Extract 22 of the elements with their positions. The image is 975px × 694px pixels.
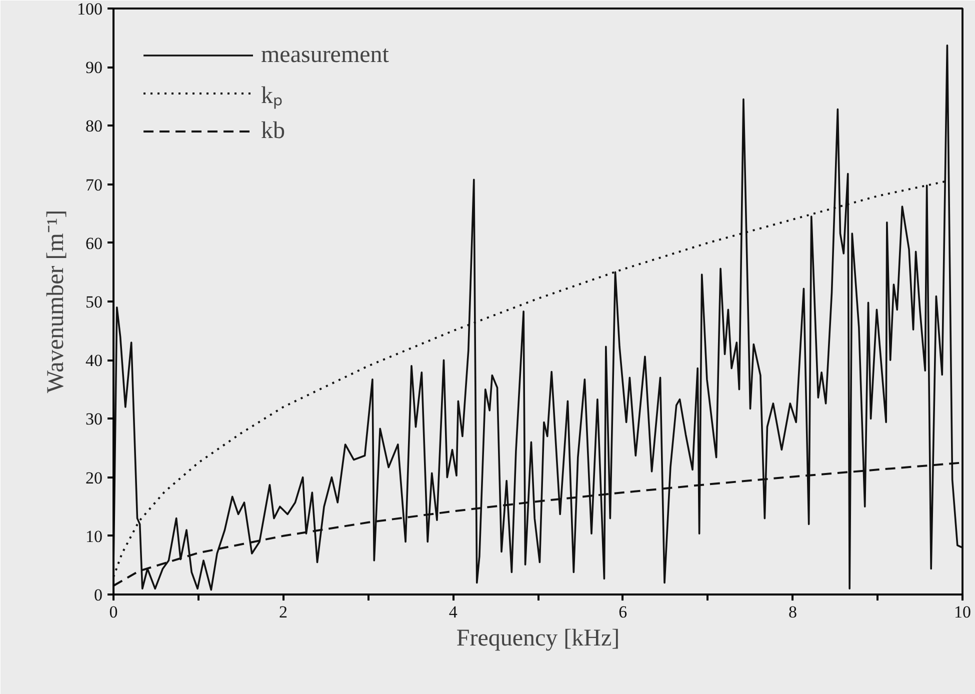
y-tick-label: 30: [86, 410, 102, 429]
y-axis-title: Wavenumber [m⁻¹]: [43, 210, 69, 394]
y-tick-label: 10: [86, 526, 102, 546]
legend-label: kb: [261, 116, 285, 146]
x-tick-label: 10: [954, 602, 971, 622]
x-axis-title: Frequency [kHz]: [456, 626, 620, 652]
y-tick-label: 50: [86, 292, 102, 312]
x-tick-label: 6: [618, 602, 628, 622]
y-tick-label: 80: [86, 116, 102, 136]
legend-label: kₚ: [261, 82, 283, 110]
y-tick-label: 100: [77, 0, 102, 18]
y-tick-label: 60: [86, 234, 102, 253]
x-tick-label: 2: [279, 602, 288, 622]
x-tick-label: 0: [109, 602, 118, 622]
legend-label: measurement: [261, 40, 389, 70]
x-tick-label: 8: [788, 602, 797, 622]
y-tick-label: 40: [86, 351, 102, 370]
y-tick-label: 70: [86, 175, 102, 194]
y-tick-label: 90: [86, 58, 102, 78]
y-tick-label: 0: [94, 586, 102, 604]
x-tick-label: 4: [448, 602, 458, 622]
y-tick-label: 20: [86, 468, 102, 488]
